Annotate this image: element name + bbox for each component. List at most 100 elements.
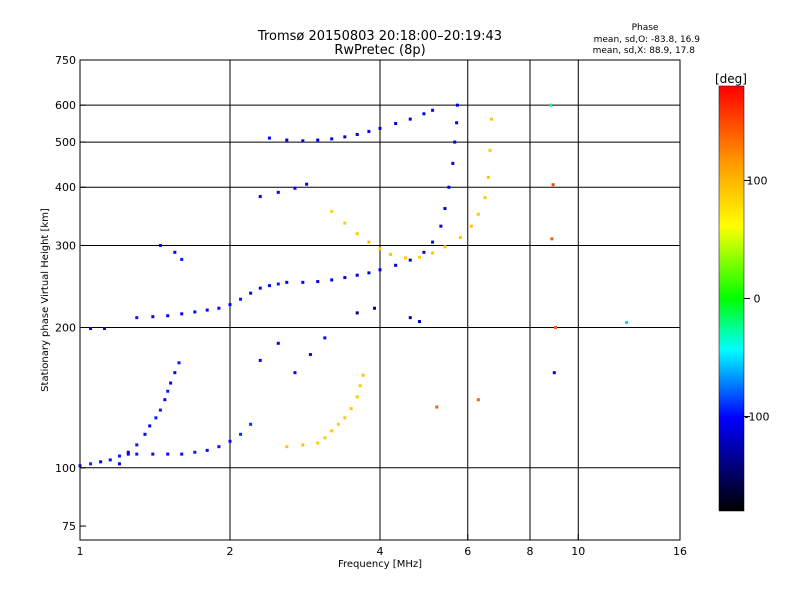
data-point bbox=[417, 255, 421, 259]
data-point bbox=[373, 306, 377, 310]
data-point bbox=[169, 381, 173, 385]
data-point bbox=[151, 452, 155, 456]
data-point bbox=[330, 429, 334, 433]
chart-title: Tromsø 20150803 20:18:00–20:19:43 bbox=[257, 29, 502, 44]
data-point bbox=[285, 138, 289, 142]
colorbar-tick-label: -100 bbox=[745, 411, 770, 424]
data-point bbox=[267, 284, 271, 288]
data-point bbox=[135, 452, 139, 456]
data-point bbox=[193, 450, 197, 454]
data-point bbox=[403, 256, 407, 260]
data-point bbox=[276, 282, 280, 286]
data-point bbox=[166, 452, 170, 456]
x-tick-label: 10 bbox=[571, 545, 585, 558]
data-point bbox=[455, 103, 459, 107]
data-point bbox=[163, 398, 167, 402]
data-point bbox=[228, 439, 232, 443]
data-point bbox=[422, 250, 426, 254]
data-point bbox=[553, 326, 557, 330]
colorbar-ticks: 100 0 -100 bbox=[744, 174, 770, 424]
data-point bbox=[301, 443, 305, 447]
data-point bbox=[205, 448, 209, 452]
data-point bbox=[180, 452, 184, 456]
y-tick-label: 75 bbox=[62, 520, 76, 533]
x-tick-label: 2 bbox=[227, 545, 234, 558]
data-point bbox=[389, 252, 393, 256]
data-point bbox=[239, 432, 243, 436]
y-axis-ticks: 75 100 200 300 400 500 600 750 bbox=[55, 54, 86, 533]
data-points bbox=[78, 103, 629, 468]
data-point bbox=[443, 245, 447, 249]
colorbar bbox=[718, 85, 745, 512]
data-point bbox=[488, 148, 492, 152]
data-point bbox=[330, 278, 334, 282]
data-point bbox=[349, 407, 353, 411]
data-point bbox=[103, 327, 107, 331]
data-point bbox=[486, 175, 490, 179]
data-point bbox=[143, 432, 147, 436]
data-point bbox=[408, 258, 412, 262]
data-point bbox=[476, 398, 480, 402]
data-point bbox=[483, 196, 487, 200]
data-point bbox=[258, 286, 262, 290]
data-point bbox=[180, 312, 184, 316]
data-point bbox=[458, 236, 462, 240]
data-point bbox=[285, 445, 289, 449]
data-point bbox=[293, 371, 297, 375]
data-point bbox=[148, 424, 152, 428]
data-point bbox=[443, 207, 447, 211]
data-point bbox=[276, 190, 280, 194]
data-point bbox=[408, 316, 412, 320]
data-point bbox=[336, 422, 340, 426]
data-point bbox=[99, 460, 103, 464]
data-point bbox=[455, 121, 459, 125]
data-point bbox=[355, 273, 359, 277]
phase-stats-o: mean, sd,O: -83.8, 16.9 bbox=[594, 35, 701, 45]
data-point bbox=[343, 276, 347, 280]
data-point bbox=[285, 280, 289, 284]
data-point bbox=[367, 240, 371, 244]
data-point bbox=[158, 408, 162, 412]
data-point bbox=[378, 268, 382, 272]
data-point bbox=[435, 405, 439, 409]
data-point bbox=[330, 209, 334, 213]
y-tick-label: 750 bbox=[55, 54, 76, 67]
data-point bbox=[126, 450, 130, 454]
data-point bbox=[323, 336, 327, 340]
data-point bbox=[549, 103, 553, 107]
data-point bbox=[367, 271, 371, 275]
data-point bbox=[355, 395, 359, 399]
y-axis-label: Stationary phase Virtual Height [km] bbox=[40, 208, 51, 392]
data-point bbox=[217, 445, 221, 449]
x-tick-label: 4 bbox=[377, 545, 384, 558]
data-point bbox=[358, 384, 362, 388]
data-point bbox=[258, 195, 262, 199]
data-point bbox=[173, 371, 177, 375]
data-point bbox=[361, 373, 365, 377]
data-point bbox=[158, 243, 162, 247]
data-point bbox=[135, 316, 139, 320]
data-point bbox=[551, 183, 555, 187]
data-point bbox=[550, 237, 554, 241]
data-point bbox=[308, 353, 312, 357]
x-tick-label: 8 bbox=[527, 545, 534, 558]
y-tick-label: 500 bbox=[55, 136, 76, 149]
data-point bbox=[117, 454, 121, 458]
colorbar-tick-label: 100 bbox=[747, 174, 768, 187]
data-point bbox=[417, 320, 421, 324]
data-point bbox=[431, 240, 435, 244]
data-point bbox=[469, 224, 473, 228]
data-point bbox=[355, 311, 359, 315]
data-point bbox=[193, 310, 197, 314]
data-point bbox=[343, 221, 347, 225]
y-tick-label: 400 bbox=[55, 181, 76, 194]
data-point bbox=[239, 297, 243, 301]
data-point bbox=[258, 358, 262, 362]
colorbar-label: [deg] bbox=[715, 72, 747, 86]
data-point bbox=[343, 416, 347, 420]
data-point bbox=[89, 327, 93, 331]
data-point bbox=[151, 315, 155, 319]
data-point bbox=[166, 389, 170, 393]
data-point bbox=[431, 108, 435, 112]
